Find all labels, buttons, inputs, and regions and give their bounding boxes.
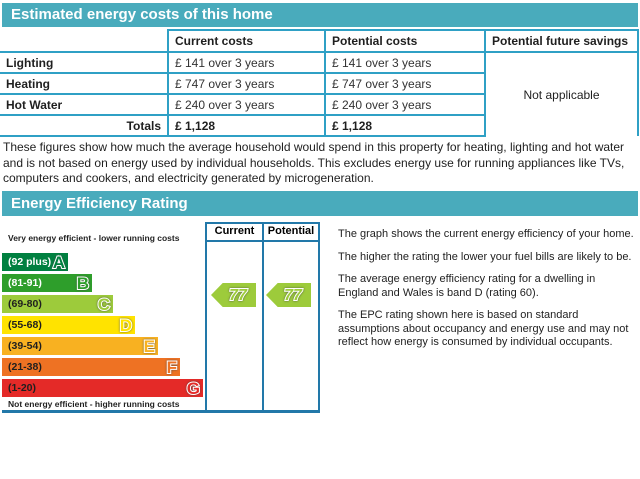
columns-header-underline	[205, 240, 320, 242]
columns-top-border	[205, 222, 320, 224]
band-c-letter: C	[97, 294, 111, 314]
row-label-heating: Heating	[0, 73, 168, 95]
current-rating-value: 77	[228, 286, 248, 305]
band-e: (39-54) E	[2, 336, 158, 356]
band-a-letter: A	[52, 252, 66, 272]
band-a: (92 plus) A	[2, 252, 68, 272]
band-d-range: (55-68)	[8, 319, 42, 331]
current-rating-arrow: 77	[211, 283, 256, 307]
heating-potential-cost: £ 747 over 3 years	[324, 73, 485, 95]
band-g: (1-20) G	[2, 378, 203, 398]
table-row: Hot Water £ 240 over 3 years £ 240 over …	[0, 94, 638, 116]
hot-water-potential-cost: £ 240 over 3 years	[324, 94, 485, 116]
row-label-lighting: Lighting	[0, 52, 168, 74]
totals-row: Totals £ 1,128 £ 1,128	[0, 115, 638, 137]
costs-section-header: Estimated energy costs of this home	[2, 3, 638, 27]
band-g-range: (1-20)	[8, 382, 37, 394]
band-e-letter: E	[143, 336, 156, 356]
band-b-letter: B	[76, 273, 90, 293]
band-d-letter: D	[119, 315, 133, 335]
chart-bottom-border	[2, 410, 320, 413]
rating-section-header: Energy Efficiency Rating	[2, 191, 638, 216]
note-epc-assumptions: The EPC rating shown here is based on st…	[338, 309, 629, 348]
table-row: Lighting £ 141 over 3 years £ 141 over 3…	[0, 52, 639, 136]
potential-column-right-border	[318, 222, 320, 410]
note-graph-shows: The graph shows the current energy effic…	[338, 228, 634, 240]
chart-bottom-caption: Not energy efficient - higher running co…	[8, 399, 180, 409]
band-d: (55-68) D	[2, 315, 135, 335]
hot-water-current-cost: £ 240 over 3 years	[167, 94, 325, 116]
future-savings-value: Not applicable	[484, 52, 639, 136]
band-c-range: (69-80)	[8, 298, 42, 310]
band-g-letter: G	[186, 378, 201, 398]
note-average-rating: The average energy efficiency rating for…	[338, 273, 596, 299]
rating-notes: The graph shows the current energy effic…	[338, 228, 637, 359]
band-f-range: (21-38)	[8, 361, 42, 373]
costs-disclaimer-text: These figures show how much the average …	[3, 140, 625, 185]
energy-efficiency-rating-chart: Very energy efficient - lower running co…	[0, 216, 640, 479]
potential-rating-value: 77	[283, 286, 303, 305]
band-a-range: (92 plus)	[8, 256, 52, 268]
note-higher-rating: The higher the rating the lower your fue…	[338, 250, 632, 263]
totals-label: Totals	[0, 115, 168, 137]
potential-rating-arrow: 77	[266, 283, 311, 307]
costs-table-header-row: Current costs Potential costs Potential …	[0, 29, 639, 53]
table-row: Heating £ 747 over 3 years £ 747 over 3 …	[0, 73, 638, 95]
chart-top-caption: Very energy efficient - lower running co…	[8, 233, 180, 243]
costs-header-current: Current costs	[167, 29, 325, 53]
band-b-range: (81-91)	[8, 277, 42, 289]
column-divider-border	[262, 222, 264, 410]
heating-current-cost: £ 747 over 3 years	[167, 73, 325, 95]
band-e-range: (39-54)	[8, 340, 42, 352]
band-c: (69-80) C	[2, 294, 113, 314]
costs-table: Current costs Potential costs Potential …	[0, 29, 639, 137]
current-column-left-border	[205, 222, 207, 410]
totals-potential: £ 1,128	[324, 115, 485, 137]
costs-header-potential: Potential costs	[324, 29, 485, 53]
costs-header-blank-cell	[0, 30, 168, 53]
potential-column-header: Potential	[267, 225, 315, 237]
band-f-letter: F	[166, 357, 178, 377]
band-f: (21-38) F	[2, 357, 180, 377]
lighting-potential-cost: £ 141 over 3 years	[324, 52, 485, 74]
rating-section-title: Energy Efficiency Rating	[11, 195, 188, 212]
current-column-header: Current	[214, 225, 255, 237]
lighting-current-cost: £ 141 over 3 years	[167, 52, 325, 74]
row-label-hot-water: Hot Water	[0, 94, 168, 116]
band-b: (81-91) B	[2, 273, 92, 293]
costs-header-future-savings: Potential future savings	[484, 29, 639, 53]
totals-current: £ 1,128	[167, 115, 325, 137]
costs-section-title: Estimated energy costs of this home	[11, 6, 273, 23]
